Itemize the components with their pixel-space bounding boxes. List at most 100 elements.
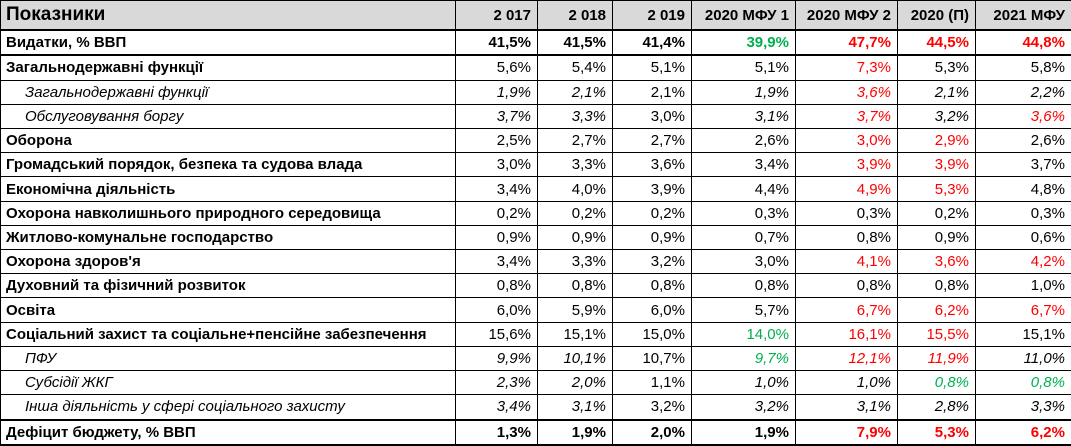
table-cell[interactable]: 3,3% [537, 152, 613, 178]
table-cell[interactable]: 0,8% [691, 273, 796, 299]
table-cell[interactable]: 1,9% [455, 79, 538, 105]
table-cell[interactable]: 2,8% [897, 394, 976, 421]
row-label[interactable]: Субсідії ЖКГ [0, 370, 456, 396]
table-cell[interactable]: 0,6% [975, 224, 1071, 251]
table-cell[interactable]: 3,6% [975, 103, 1071, 129]
row-label[interactable]: Видатки, % ВВП [0, 29, 456, 57]
column-header[interactable]: 2 019 [612, 0, 692, 31]
table-cell[interactable]: 5,3% [897, 176, 976, 202]
row-label[interactable]: Обслуговування боргу [0, 103, 456, 129]
table-cell[interactable]: 3,2% [612, 249, 692, 275]
table-cell[interactable]: 2,5% [455, 127, 538, 154]
row-label[interactable]: Духовний та фізичний розвиток [0, 273, 456, 299]
table-cell[interactable]: 4,9% [795, 176, 898, 202]
table-cell[interactable]: 3,7% [455, 103, 538, 129]
row-label[interactable]: Освіта [0, 297, 456, 323]
table-cell[interactable]: 47,7% [795, 29, 898, 57]
row-label[interactable]: Дефіцит бюджету, % ВВП [0, 418, 456, 446]
table-cell[interactable]: 3,9% [897, 152, 976, 178]
table-cell[interactable]: 4,8% [975, 176, 1071, 202]
table-cell[interactable]: 0,9% [455, 224, 538, 251]
table-cell[interactable]: 5,4% [537, 54, 613, 81]
table-cell[interactable]: 3,6% [897, 249, 976, 275]
row-label[interactable]: Загальнодержавні функції [0, 79, 456, 105]
table-cell[interactable]: 11,9% [897, 345, 976, 372]
table-cell[interactable]: 15,1% [975, 321, 1071, 347]
table-cell[interactable]: 1,1% [612, 370, 692, 396]
table-cell[interactable]: 15,6% [455, 321, 538, 347]
column-header[interactable]: 2021 МФУ [975, 0, 1071, 31]
table-cell[interactable]: 14,0% [691, 321, 796, 347]
table-cell[interactable]: 4,2% [975, 249, 1071, 275]
table-cell[interactable]: 7,3% [795, 54, 898, 81]
table-cell[interactable]: 3,3% [975, 394, 1071, 421]
row-label[interactable]: Соціальний захист та соціальне+пенсійне … [0, 321, 456, 347]
column-header[interactable]: 2 017 [455, 0, 538, 31]
table-cell[interactable]: 6,7% [795, 297, 898, 323]
row-label[interactable]: Житлово-комунальне господарство [0, 224, 456, 251]
row-label[interactable]: Загальнодержавні функції [0, 54, 456, 81]
table-cell[interactable]: 5,9% [537, 297, 613, 323]
table-cell[interactable]: 4,4% [691, 176, 796, 202]
table-cell[interactable]: 41,4% [612, 29, 692, 57]
table-cell[interactable]: 3,3% [537, 249, 613, 275]
table-cell[interactable]: 12,1% [795, 345, 898, 372]
table-cell[interactable]: 5,3% [897, 418, 976, 446]
table-cell[interactable]: 3,0% [691, 249, 796, 275]
table-cell[interactable]: 3,0% [612, 103, 692, 129]
table-cell[interactable]: 5,3% [897, 54, 976, 81]
table-cell[interactable]: 2,0% [537, 370, 613, 396]
table-cell[interactable]: 5,1% [691, 54, 796, 81]
table-cell[interactable]: 0,7% [691, 224, 796, 251]
table-cell[interactable]: 0,8% [897, 273, 976, 299]
table-cell[interactable]: 0,2% [537, 200, 613, 226]
table-cell[interactable]: 5,7% [691, 297, 796, 323]
table-cell[interactable]: 3,9% [795, 152, 898, 178]
table-cell[interactable]: 7,9% [795, 418, 898, 446]
table-cell[interactable]: 0,2% [897, 200, 976, 226]
table-cell[interactable]: 3,6% [612, 152, 692, 178]
table-cell[interactable]: 3,2% [691, 394, 796, 421]
row-label[interactable]: Економічна діяльність [0, 176, 456, 202]
table-cell[interactable]: 3,9% [612, 176, 692, 202]
table-cell[interactable]: 1,0% [975, 273, 1071, 299]
table-cell[interactable]: 6,2% [975, 418, 1071, 446]
table-cell[interactable]: 3,2% [612, 394, 692, 421]
table-cell[interactable]: 15,0% [612, 321, 692, 347]
table-cell[interactable]: 0,8% [612, 273, 692, 299]
table-cell[interactable]: 9,7% [691, 345, 796, 372]
table-cell[interactable]: 3,1% [795, 394, 898, 421]
table-cell[interactable]: 6,0% [455, 297, 538, 323]
table-cell[interactable]: 10,7% [612, 345, 692, 372]
table-cell[interactable]: 5,1% [612, 54, 692, 81]
table-cell[interactable]: 0,3% [795, 200, 898, 226]
row-label[interactable]: Інша діяльність у сфері соціального захи… [0, 394, 456, 421]
table-cell[interactable]: 4,1% [795, 249, 898, 275]
table-cell[interactable]: 1,0% [691, 370, 796, 396]
table-cell[interactable]: 3,3% [537, 103, 613, 129]
row-label[interactable]: Охорона здоров'я [0, 249, 456, 275]
table-cell[interactable]: 3,4% [455, 394, 538, 421]
table-cell[interactable]: 0,8% [975, 370, 1071, 396]
table-cell[interactable]: 0,9% [897, 224, 976, 251]
table-cell[interactable]: 3,1% [691, 103, 796, 129]
table-cell[interactable]: 2,7% [537, 127, 613, 154]
table-cell[interactable]: 15,5% [897, 321, 976, 347]
table-cell[interactable]: 0,2% [612, 200, 692, 226]
table-cell[interactable]: 0,8% [537, 273, 613, 299]
row-label[interactable]: Оборона [0, 127, 456, 154]
table-cell[interactable]: 1,9% [691, 418, 796, 446]
table-cell[interactable]: 1,9% [691, 79, 796, 105]
table-cell[interactable]: 16,1% [795, 321, 898, 347]
table-cell[interactable]: 4,0% [537, 176, 613, 202]
table-cell[interactable]: 0,9% [537, 224, 613, 251]
table-cell[interactable]: 0,8% [795, 224, 898, 251]
table-cell[interactable]: 2,9% [897, 127, 976, 154]
table-cell[interactable]: 3,6% [795, 79, 898, 105]
table-cell[interactable]: 3,4% [691, 152, 796, 178]
table-cell[interactable]: 2,0% [612, 418, 692, 446]
table-cell[interactable]: 15,1% [537, 321, 613, 347]
table-cell[interactable]: 0,8% [897, 370, 976, 396]
table-cell[interactable]: 3,1% [537, 394, 613, 421]
table-cell[interactable]: 6,0% [612, 297, 692, 323]
